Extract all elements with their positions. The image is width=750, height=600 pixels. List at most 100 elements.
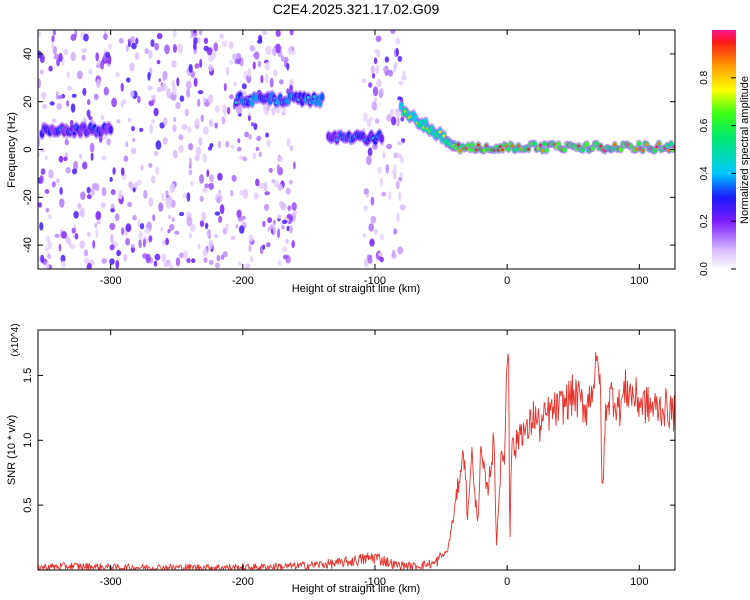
x-tick-label: 100 xyxy=(630,275,648,287)
noise-cell xyxy=(399,156,404,164)
noise-cell xyxy=(79,154,83,159)
noise-cell xyxy=(39,69,44,75)
noise-cell xyxy=(391,116,397,126)
noise-cell xyxy=(397,55,403,62)
colorbar-label: Normalized spectral amplitude xyxy=(739,76,750,224)
noise-cell xyxy=(373,97,378,103)
noise-cell xyxy=(139,223,145,230)
noise-cell xyxy=(386,114,392,122)
noise-cell xyxy=(378,252,384,257)
noise-cell xyxy=(158,202,164,212)
noise-cell xyxy=(95,228,99,238)
noise-cell xyxy=(83,33,89,42)
noise-cell xyxy=(255,178,260,187)
noise-cell xyxy=(110,208,115,213)
noise-cell xyxy=(265,45,272,56)
noise-cell xyxy=(192,30,197,34)
noise-cell xyxy=(87,231,91,237)
noise-cell xyxy=(173,117,177,122)
noise-cell xyxy=(267,217,273,224)
noise-cell xyxy=(155,140,162,150)
noise-cell xyxy=(223,83,227,92)
noise-cell xyxy=(47,254,52,259)
noise-cell xyxy=(291,240,295,249)
noise-cell xyxy=(53,53,59,60)
noise-cell xyxy=(95,52,99,62)
x-tick-label: -100 xyxy=(364,275,386,287)
noise-cell xyxy=(153,107,159,117)
noise-cell xyxy=(186,216,193,227)
noise-cell xyxy=(96,220,101,225)
noise-cell xyxy=(370,215,377,224)
noise-cell xyxy=(218,215,223,223)
band-peak xyxy=(657,141,661,146)
noise-cell xyxy=(40,168,46,175)
noise-cell xyxy=(137,218,141,228)
noise-cell xyxy=(379,256,384,263)
noise-cell xyxy=(147,71,151,81)
noise-cell xyxy=(395,47,399,57)
noise-cell xyxy=(197,98,201,107)
snr-line xyxy=(38,352,675,570)
y-tick-label: 1.5 xyxy=(22,368,34,383)
noise-cell xyxy=(94,223,98,228)
noise-cell xyxy=(162,74,166,82)
noise-cell xyxy=(362,112,368,122)
noise-cell xyxy=(92,239,96,249)
noise-cell xyxy=(273,219,276,225)
noise-cell xyxy=(281,219,288,224)
noise-cell xyxy=(188,157,192,168)
noise-cell xyxy=(382,66,389,72)
noise-cell xyxy=(168,264,174,269)
noise-cell xyxy=(59,198,65,208)
noise-cell xyxy=(275,30,281,37)
noise-cell xyxy=(56,103,63,110)
noise-cell xyxy=(115,72,120,78)
y-tick-label: -20 xyxy=(22,189,34,205)
noise-cell xyxy=(241,83,247,90)
noise-cell xyxy=(277,156,283,162)
noise-cell xyxy=(209,174,215,183)
colorbar-ticks: 0.0 0.2 0.4 0.6 0.8 xyxy=(699,70,736,276)
noise-cell xyxy=(370,196,375,206)
noise-cell xyxy=(189,232,192,239)
noise-cell xyxy=(57,95,64,100)
noise-cell xyxy=(38,31,41,37)
noise-cell xyxy=(154,166,160,176)
noise-cell xyxy=(70,103,76,113)
noise-cell xyxy=(167,229,171,234)
colorbar-tick-label: 0.6 xyxy=(699,118,710,132)
noise-cell xyxy=(154,150,159,157)
spectrogram-heatmap xyxy=(38,30,675,269)
noise-cell xyxy=(179,95,185,102)
noise-cell xyxy=(186,192,191,202)
noise-cell xyxy=(172,85,177,96)
noise-cell xyxy=(237,261,242,267)
noise-cell xyxy=(259,182,265,189)
noise-cell xyxy=(161,253,166,263)
noise-cell xyxy=(103,86,110,96)
noise-cell xyxy=(171,60,177,68)
noise-cell xyxy=(38,136,41,145)
noise-cell xyxy=(230,144,235,149)
noise-cell xyxy=(116,119,121,124)
noise-cell xyxy=(201,212,207,222)
noise-cell xyxy=(277,183,283,191)
noise-cell xyxy=(188,143,194,151)
noise-cell xyxy=(255,146,260,152)
noise-cell xyxy=(208,239,213,250)
noise-cell xyxy=(207,94,214,104)
noise-cell xyxy=(219,33,224,39)
noise-cell xyxy=(402,70,406,79)
noise-cell xyxy=(202,153,207,163)
noise-cell xyxy=(209,119,213,128)
noise-cell xyxy=(114,213,120,221)
noise-cell xyxy=(209,143,214,148)
noise-cell xyxy=(58,243,62,252)
noise-cell xyxy=(165,190,169,196)
noise-cell xyxy=(44,189,50,194)
noise-cell xyxy=(199,196,204,202)
noise-cell xyxy=(71,168,78,175)
noise-cell xyxy=(58,155,64,163)
